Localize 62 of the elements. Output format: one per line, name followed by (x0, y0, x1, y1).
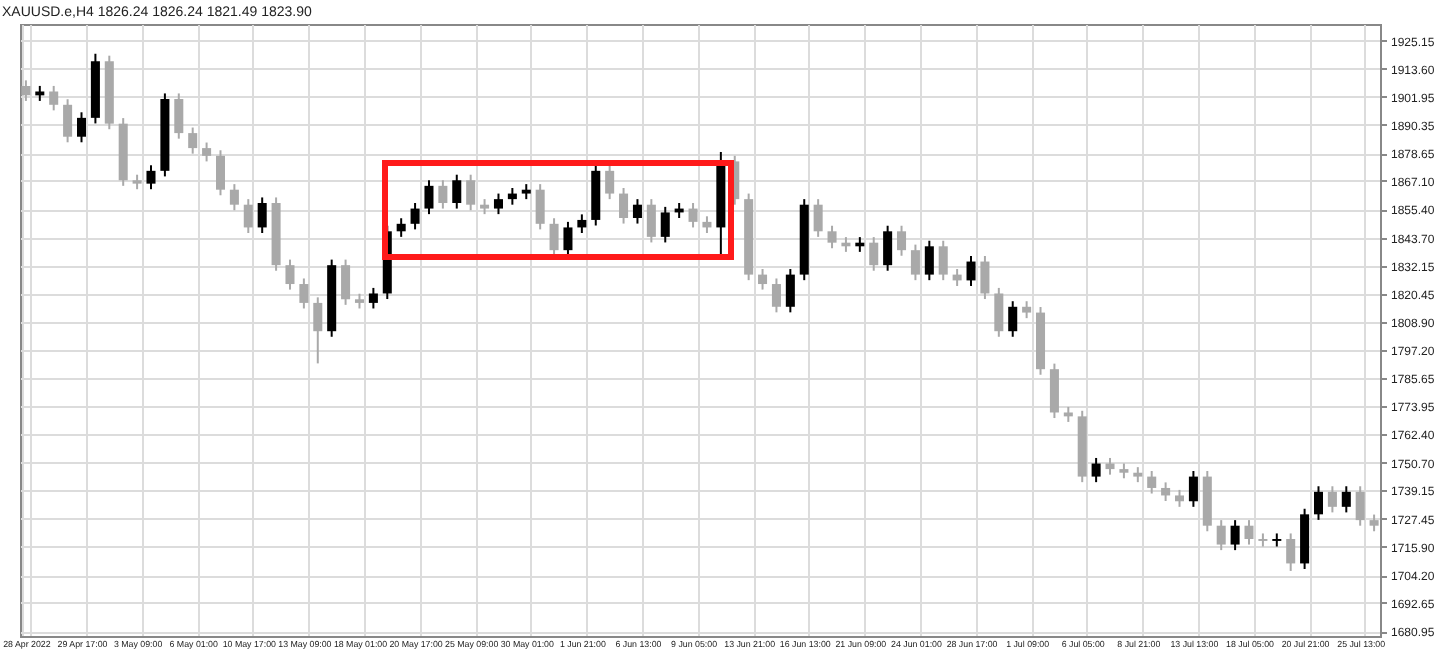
candlestick (243, 198, 253, 234)
candlestick (146, 164, 156, 191)
candlestick (938, 239, 948, 282)
candlestick (619, 187, 629, 225)
candlestick (827, 224, 837, 250)
candlestick (785, 268, 795, 314)
candlestick (188, 126, 198, 155)
candlestick (202, 141, 212, 163)
candlestick (771, 277, 781, 314)
candlestick (493, 192, 503, 216)
candlestick (63, 98, 73, 144)
candlestick (76, 111, 87, 144)
candlestick (313, 296, 323, 365)
candlestick (368, 286, 378, 310)
candlestick (688, 202, 698, 229)
candlestick (910, 243, 920, 282)
candlestick (577, 213, 587, 234)
candlestick (632, 198, 642, 225)
candlestick (1008, 300, 1018, 338)
candlestick (535, 183, 545, 231)
candlestick (452, 173, 462, 210)
candlestick (758, 268, 768, 291)
candlestick (897, 224, 907, 257)
candlestick (341, 258, 351, 306)
candlestick (924, 239, 934, 282)
candlestick (285, 258, 295, 291)
candlestick (1313, 485, 1324, 521)
candlestick (966, 254, 976, 287)
candlestick (1341, 485, 1351, 514)
candlestick (605, 164, 615, 201)
candlestick (980, 254, 990, 301)
candlestick (410, 202, 420, 231)
candlestick (1327, 485, 1337, 514)
candlestick (215, 149, 226, 197)
candlestick (1188, 470, 1198, 508)
candlestick (869, 236, 879, 272)
candlestick (1216, 519, 1226, 552)
candlestick (883, 224, 893, 272)
candlestick (438, 179, 448, 210)
candlestick (424, 179, 434, 216)
candlestick (563, 220, 573, 257)
candlestick (299, 277, 309, 310)
candlestick (1286, 532, 1296, 572)
candlestick (813, 198, 823, 238)
candlestick (1147, 470, 1157, 495)
candlestick (660, 205, 670, 244)
candlestick (1355, 485, 1365, 527)
candlestick (1230, 519, 1240, 552)
candlestick (1244, 519, 1254, 546)
candlestick (229, 183, 239, 212)
candlestick (49, 84, 59, 112)
candlestick (396, 217, 406, 238)
candlestick (1161, 481, 1171, 503)
candlestick (257, 196, 267, 234)
candlestick (174, 92, 184, 140)
candlestick (466, 173, 476, 212)
candlestick (646, 198, 656, 244)
candlestick (21, 79, 31, 102)
candlestick (549, 217, 559, 257)
candlestick (1049, 362, 1059, 420)
candlestick (1091, 456, 1101, 484)
candlestick (994, 286, 1004, 338)
